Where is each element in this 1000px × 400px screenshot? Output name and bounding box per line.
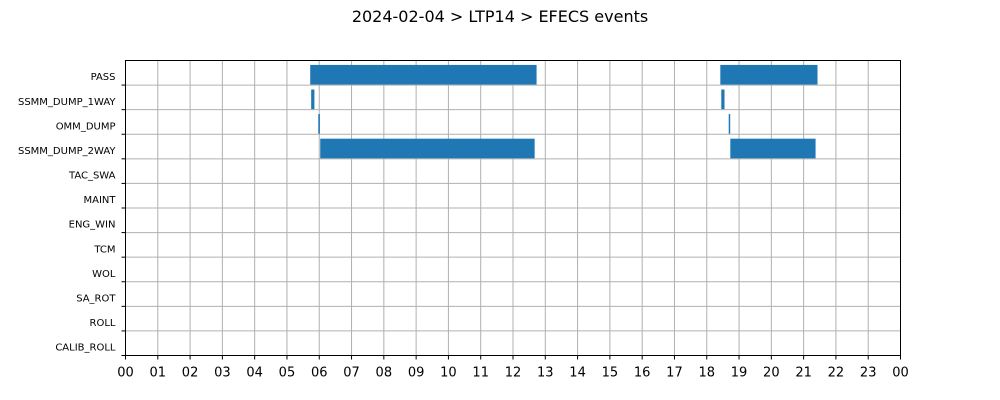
x-tick-label: 05: [279, 366, 296, 381]
y-tick-label: WOL: [92, 269, 116, 280]
y-tick-label: TAC_SWA: [68, 171, 116, 182]
x-tick-label: 01: [150, 366, 167, 381]
x-tick-label: 02: [182, 366, 199, 381]
event-bar-omm-dump: [318, 114, 320, 134]
event-bar-pass: [310, 64, 537, 85]
x-tick-label: 21: [795, 366, 812, 381]
x-tick-label: 20: [763, 366, 780, 381]
event-bar-ssmm-dump-2way: [730, 138, 816, 159]
x-tick-label: 04: [246, 366, 263, 381]
y-tick-label: PASS: [91, 72, 116, 83]
grid-layer: [125, 60, 901, 356]
x-tick-label: 16: [634, 366, 651, 381]
x-tick-label: 03: [214, 366, 231, 381]
x-tick-label: 00: [117, 366, 134, 381]
x-tick-label: 18: [698, 366, 715, 381]
x-tick-label: 10: [440, 366, 457, 381]
plot-frame: [125, 60, 901, 356]
y-tick-label: ENG_WIN: [69, 220, 116, 231]
x-tick-label: 09: [408, 366, 425, 381]
x-tick-label: 06: [311, 366, 328, 381]
x-tick-label: 15: [602, 366, 619, 381]
bars-layer: [310, 64, 818, 159]
x-tick-label: 08: [376, 366, 393, 381]
chart-title: 2024-02-04 > LTP14 > EFECS events: [352, 7, 648, 26]
y-tick-label: SSMM_DUMP_1WAY: [18, 97, 116, 108]
x-tick-label: 22: [828, 366, 845, 381]
x-tick-label: 12: [505, 366, 522, 381]
y-tick-label: CALIB_ROLL: [55, 343, 116, 354]
y-tick-label: TCM: [93, 244, 115, 255]
y-tick-label: OMM_DUMP: [56, 121, 116, 132]
event-bar-pass: [720, 64, 818, 85]
event-bar-ssmm-dump-1way: [721, 89, 725, 110]
x-tick-label: 00: [892, 366, 909, 381]
x-tick-label: 07: [343, 366, 360, 381]
ticks-layer: 00 01 02 03 04 05 06 07 08 09 10 11 12 13 14 15 16 17 18 19…: [18, 72, 909, 380]
y-tick-label: ROLL: [90, 318, 116, 329]
x-tick-label: 11: [472, 366, 489, 381]
y-tick-label: SA_ROT: [76, 293, 116, 304]
x-tick-label: 17: [666, 366, 683, 381]
x-tick-label: 19: [731, 366, 748, 381]
x-tick-label: 23: [860, 366, 877, 381]
event-bar-ssmm-dump-1way: [311, 89, 315, 110]
event-bar-omm-dump: [728, 114, 731, 134]
x-tick-label: 14: [569, 366, 586, 381]
y-tick-label: MAINT: [83, 195, 116, 206]
event-bar-ssmm-dump-2way: [320, 138, 535, 159]
y-tick-label: SSMM_DUMP_2WAY: [18, 146, 116, 157]
x-tick-label: 13: [537, 366, 554, 381]
